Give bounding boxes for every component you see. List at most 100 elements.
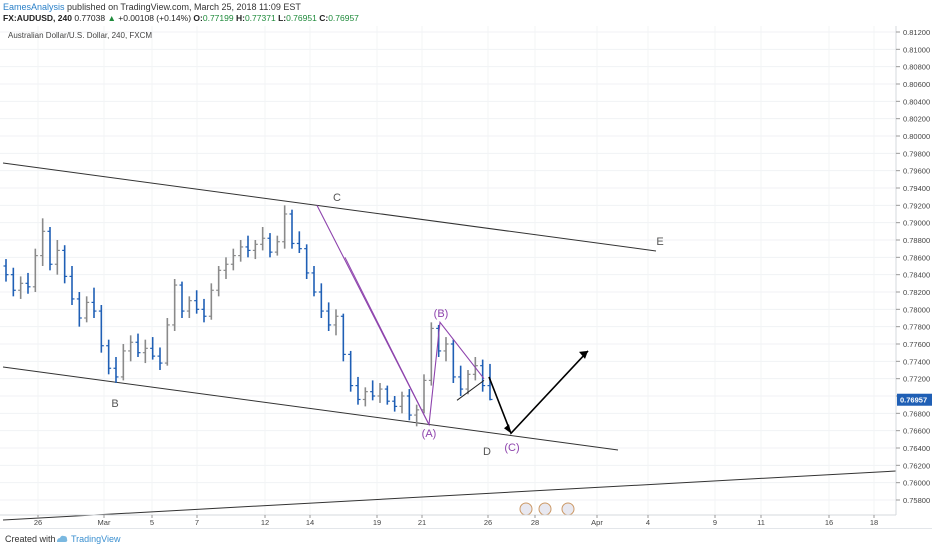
ohlc-bar[interactable] — [260, 227, 266, 251]
ohlc-bar[interactable] — [157, 347, 163, 370]
price-tick-label: 0.80000 — [903, 132, 930, 141]
ohlc-bar[interactable] — [333, 309, 339, 336]
ohlc-bar[interactable] — [406, 389, 412, 421]
time-tick-label: 18 — [870, 518, 878, 527]
event-flag-icon[interactable] — [519, 502, 533, 516]
author-link[interactable]: EamesAnalysis — [3, 2, 65, 12]
upper-channel-line[interactable] — [2, 162, 657, 252]
chart-background — [0, 26, 896, 515]
ohlc-bar[interactable] — [106, 339, 112, 375]
ohlc-bar[interactable] — [128, 335, 134, 362]
ohlc-bar[interactable] — [296, 231, 302, 253]
ohlc-bar[interactable] — [98, 305, 104, 353]
event-icons[interactable] — [519, 502, 575, 516]
ohlc-bar[interactable] — [428, 322, 434, 386]
ohlc-bar[interactable] — [40, 218, 46, 266]
ohlc-bar[interactable] — [450, 339, 456, 383]
ohlc-bar[interactable] — [179, 281, 185, 318]
ohlc-bar[interactable] — [238, 240, 244, 262]
time-tick-label: 26 — [34, 518, 42, 527]
support-line[interactable] — [2, 470, 897, 521]
ohlc-bar[interactable] — [223, 257, 229, 279]
ohlc-bar[interactable] — [120, 344, 126, 381]
ohlc-bar[interactable] — [164, 318, 170, 366]
time-axis[interactable]: 26 Mar 5 7 12 14 19 21 26 28 Apr 4 9 11 16 18 — [34, 515, 878, 527]
ohlc-bar[interactable] — [267, 233, 273, 258]
footer: Created with TradingView — [0, 528, 932, 551]
ohlc-bar[interactable] — [172, 279, 178, 331]
ohlc-bar[interactable] — [480, 359, 486, 392]
price-tick-label: 0.77200 — [903, 375, 930, 384]
ohlc-bar[interactable] — [414, 404, 420, 427]
ohlc-bar[interactable] — [392, 396, 398, 412]
ohlc-bar[interactable] — [201, 298, 207, 323]
ohlc-bar[interactable] — [311, 266, 317, 297]
ohlc-bar[interactable] — [472, 357, 478, 381]
time-tick-label: 19 — [373, 518, 381, 527]
event-flag-icon[interactable] — [561, 502, 575, 516]
time-tick-label: 9 — [713, 518, 717, 527]
time-tick-label: 26 — [484, 518, 492, 527]
ohlc-bar[interactable] — [245, 235, 251, 258]
ohlc-bar[interactable] — [135, 333, 141, 357]
ohlc-bar[interactable] — [304, 244, 310, 279]
ohlc-bar[interactable] — [289, 209, 295, 249]
ohlc-bar[interactable] — [18, 276, 24, 299]
ohlc-bar[interactable] — [348, 350, 354, 392]
ohlc-bar[interactable] — [25, 272, 31, 294]
ohlc-bar[interactable] — [32, 248, 38, 292]
lower-channel-line[interactable] — [2, 366, 619, 451]
ohlc-bar[interactable] — [399, 391, 405, 414]
ohlc-bar[interactable] — [282, 205, 288, 249]
ohlc-bar[interactable] — [377, 383, 383, 403]
ohlc-bar[interactable] — [370, 380, 376, 401]
time-tick-label: Apr — [591, 518, 603, 527]
price-tick-label: 0.81200 — [903, 28, 930, 37]
price-chart[interactable]: Australian Dollar/U.S. Dollar, 240, FXCM… — [0, 26, 932, 528]
ohlc-bar[interactable] — [54, 240, 60, 275]
event-flag-icon[interactable] — [538, 502, 552, 516]
last-price-tag: 0.76957 — [897, 393, 932, 406]
subwave-line[interactable] — [456, 379, 485, 401]
ohlc-bar[interactable] — [465, 370, 471, 395]
ohlc-bar[interactable] — [76, 292, 82, 327]
wave-channel-purple[interactable] — [344, 257, 430, 425]
close-value: 0.76957 — [328, 13, 359, 23]
ohlc-bar[interactable] — [194, 290, 200, 314]
ohlc-bar[interactable] — [274, 235, 280, 256]
ohlc-bar[interactable] — [150, 337, 156, 360]
ohlc-bar[interactable] — [186, 296, 192, 318]
price-tick-label: 0.76000 — [903, 479, 930, 488]
ohlc-bar[interactable] — [69, 266, 75, 305]
ohlc-bar[interactable] — [362, 387, 368, 407]
channel-lines[interactable] — [2, 162, 897, 521]
ohlc-bar[interactable] — [384, 385, 390, 405]
ohlc-bar[interactable] — [326, 302, 332, 331]
ohlc-bar[interactable] — [208, 283, 214, 320]
ohlc-bar[interactable] — [84, 296, 90, 323]
wave-overlays[interactable] — [316, 205, 589, 435]
price-tick-label: 0.79800 — [903, 149, 930, 158]
ohlc-bar[interactable] — [340, 313, 346, 362]
ohlc-bar[interactable] — [216, 266, 222, 297]
ohlc-bar[interactable] — [142, 339, 148, 364]
ohlc-bar[interactable] — [3, 259, 9, 282]
ohlc-bar[interactable] — [47, 227, 53, 271]
ohlc-bar[interactable] — [487, 363, 493, 401]
footer-brand[interactable]: TradingView — [71, 534, 121, 544]
ohlc-bar[interactable] — [355, 376, 361, 405]
ohlc-bar[interactable] — [113, 357, 119, 383]
price-axis[interactable]: 0.81200 0.81000 0.80800 0.80600 0.80400 0.802… — [896, 28, 930, 505]
ohlc-bar[interactable] — [91, 287, 97, 318]
ohlc-bar[interactable] — [230, 248, 236, 271]
wave-path-purple[interactable] — [316, 205, 485, 427]
ohlc-bar[interactable] — [10, 267, 16, 297]
price-tick-label: 0.78200 — [903, 288, 930, 297]
ohlc-bar[interactable] — [62, 245, 68, 284]
ohlc-bar[interactable] — [318, 283, 324, 318]
ohlc-bar[interactable] — [458, 365, 464, 396]
ohlc-bar[interactable] — [252, 240, 258, 260]
ohlc-bar[interactable] — [443, 337, 449, 362]
price-tick-label: 0.79400 — [903, 184, 930, 193]
wave-labels: C E B (B) (A) D (C) — [111, 192, 663, 458]
